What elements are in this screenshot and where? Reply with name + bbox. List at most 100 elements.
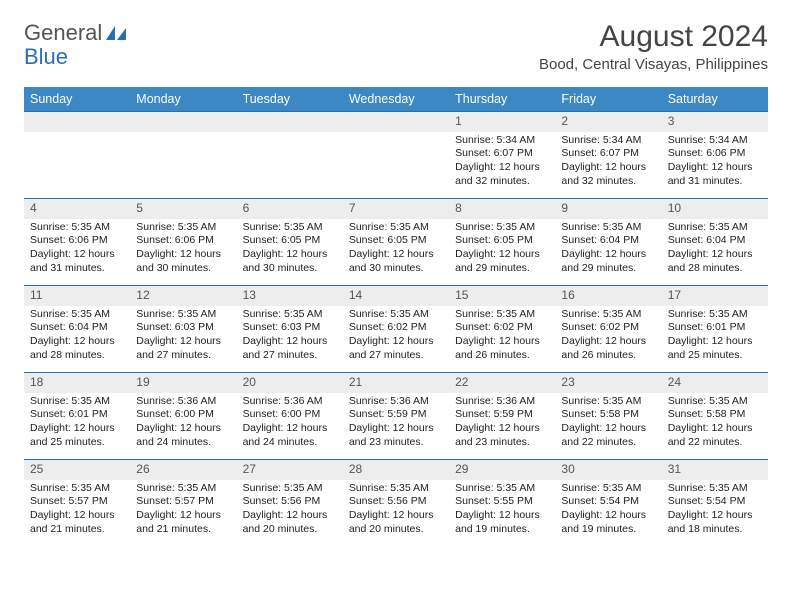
calendar-cell: 13Sunrise: 5:35 AMSunset: 6:03 PMDayligh… — [237, 286, 343, 373]
calendar-cell-empty — [130, 112, 236, 199]
day-details: Sunrise: 5:35 AMSunset: 5:58 PMDaylight:… — [662, 393, 768, 454]
day-details: Sunrise: 5:35 AMSunset: 6:04 PMDaylight:… — [555, 219, 661, 280]
day-details: Sunrise: 5:35 AMSunset: 5:56 PMDaylight:… — [237, 480, 343, 541]
calendar-cell-empty — [237, 112, 343, 199]
day-number-empty — [130, 112, 236, 132]
day-number: 17 — [662, 286, 768, 306]
day-number: 7 — [343, 199, 449, 219]
calendar-cell: 1Sunrise: 5:34 AMSunset: 6:07 PMDaylight… — [449, 112, 555, 199]
calendar-cell: 4Sunrise: 5:35 AMSunset: 6:06 PMDaylight… — [24, 199, 130, 286]
day-details: Sunrise: 5:35 AMSunset: 6:05 PMDaylight:… — [237, 219, 343, 280]
day-details: Sunrise: 5:35 AMSunset: 6:03 PMDaylight:… — [130, 306, 236, 367]
day-number: 15 — [449, 286, 555, 306]
month-title: August 2024 — [539, 20, 768, 54]
day-header: Monday — [130, 87, 236, 112]
logo-text-2: Blue — [24, 44, 68, 70]
calendar-body: 1Sunrise: 5:34 AMSunset: 6:07 PMDaylight… — [24, 112, 768, 547]
day-number: 12 — [130, 286, 236, 306]
calendar-cell: 14Sunrise: 5:35 AMSunset: 6:02 PMDayligh… — [343, 286, 449, 373]
day-details: Sunrise: 5:35 AMSunset: 6:02 PMDaylight:… — [555, 306, 661, 367]
day-details: Sunrise: 5:35 AMSunset: 5:58 PMDaylight:… — [555, 393, 661, 454]
day-details: Sunrise: 5:36 AMSunset: 5:59 PMDaylight:… — [449, 393, 555, 454]
title-block: August 2024 Bood, Central Visayas, Phili… — [539, 20, 768, 73]
day-details: Sunrise: 5:35 AMSunset: 6:06 PMDaylight:… — [24, 219, 130, 280]
day-number: 26 — [130, 460, 236, 480]
day-number: 5 — [130, 199, 236, 219]
day-details: Sunrise: 5:35 AMSunset: 6:01 PMDaylight:… — [662, 306, 768, 367]
day-number: 9 — [555, 199, 661, 219]
day-number: 30 — [555, 460, 661, 480]
calendar-cell: 5Sunrise: 5:35 AMSunset: 6:06 PMDaylight… — [130, 199, 236, 286]
day-number: 20 — [237, 373, 343, 393]
day-details: Sunrise: 5:35 AMSunset: 6:06 PMDaylight:… — [130, 219, 236, 280]
calendar-cell: 29Sunrise: 5:35 AMSunset: 5:55 PMDayligh… — [449, 460, 555, 547]
day-details: Sunrise: 5:35 AMSunset: 5:57 PMDaylight:… — [24, 480, 130, 541]
logo: General — [24, 20, 128, 46]
calendar-cell: 28Sunrise: 5:35 AMSunset: 5:56 PMDayligh… — [343, 460, 449, 547]
day-details: Sunrise: 5:35 AMSunset: 5:57 PMDaylight:… — [130, 480, 236, 541]
calendar-cell: 8Sunrise: 5:35 AMSunset: 6:05 PMDaylight… — [449, 199, 555, 286]
calendar-cell: 18Sunrise: 5:35 AMSunset: 6:01 PMDayligh… — [24, 373, 130, 460]
calendar-cell: 31Sunrise: 5:35 AMSunset: 5:54 PMDayligh… — [662, 460, 768, 547]
calendar-cell: 2Sunrise: 5:34 AMSunset: 6:07 PMDaylight… — [555, 112, 661, 199]
calendar-cell: 16Sunrise: 5:35 AMSunset: 6:02 PMDayligh… — [555, 286, 661, 373]
day-details: Sunrise: 5:35 AMSunset: 6:02 PMDaylight:… — [343, 306, 449, 367]
day-details: Sunrise: 5:34 AMSunset: 6:07 PMDaylight:… — [555, 132, 661, 193]
header: General August 2024 Bood, Central Visaya… — [24, 20, 768, 73]
day-number: 13 — [237, 286, 343, 306]
day-details: Sunrise: 5:35 AMSunset: 6:04 PMDaylight:… — [24, 306, 130, 367]
calendar-cell: 22Sunrise: 5:36 AMSunset: 5:59 PMDayligh… — [449, 373, 555, 460]
calendar-cell: 9Sunrise: 5:35 AMSunset: 6:04 PMDaylight… — [555, 199, 661, 286]
day-details: Sunrise: 5:35 AMSunset: 5:56 PMDaylight:… — [343, 480, 449, 541]
day-header: Sunday — [24, 87, 130, 112]
calendar-table: SundayMondayTuesdayWednesdayThursdayFrid… — [24, 87, 768, 547]
day-number-empty — [24, 112, 130, 132]
day-number: 10 — [662, 199, 768, 219]
day-number-empty — [237, 112, 343, 132]
day-number: 8 — [449, 199, 555, 219]
day-details: Sunrise: 5:35 AMSunset: 5:54 PMDaylight:… — [555, 480, 661, 541]
day-number: 23 — [555, 373, 661, 393]
day-number: 22 — [449, 373, 555, 393]
day-details: Sunrise: 5:36 AMSunset: 5:59 PMDaylight:… — [343, 393, 449, 454]
day-header: Saturday — [662, 87, 768, 112]
calendar-cell: 6Sunrise: 5:35 AMSunset: 6:05 PMDaylight… — [237, 199, 343, 286]
day-details: Sunrise: 5:35 AMSunset: 6:05 PMDaylight:… — [449, 219, 555, 280]
day-details: Sunrise: 5:35 AMSunset: 6:04 PMDaylight:… — [662, 219, 768, 280]
day-details: Sunrise: 5:35 AMSunset: 5:55 PMDaylight:… — [449, 480, 555, 541]
calendar-cell: 3Sunrise: 5:34 AMSunset: 6:06 PMDaylight… — [662, 112, 768, 199]
day-number: 4 — [24, 199, 130, 219]
calendar-cell: 17Sunrise: 5:35 AMSunset: 6:01 PMDayligh… — [662, 286, 768, 373]
day-number: 6 — [237, 199, 343, 219]
calendar-cell: 12Sunrise: 5:35 AMSunset: 6:03 PMDayligh… — [130, 286, 236, 373]
calendar-cell: 7Sunrise: 5:35 AMSunset: 6:05 PMDaylight… — [343, 199, 449, 286]
calendar-cell: 11Sunrise: 5:35 AMSunset: 6:04 PMDayligh… — [24, 286, 130, 373]
day-details: Sunrise: 5:35 AMSunset: 6:05 PMDaylight:… — [343, 219, 449, 280]
day-details: Sunrise: 5:35 AMSunset: 6:03 PMDaylight:… — [237, 306, 343, 367]
calendar-cell: 24Sunrise: 5:35 AMSunset: 5:58 PMDayligh… — [662, 373, 768, 460]
day-header: Friday — [555, 87, 661, 112]
day-number: 28 — [343, 460, 449, 480]
day-details: Sunrise: 5:36 AMSunset: 6:00 PMDaylight:… — [237, 393, 343, 454]
day-number: 24 — [662, 373, 768, 393]
day-number: 25 — [24, 460, 130, 480]
day-number-empty — [343, 112, 449, 132]
calendar-cell: 10Sunrise: 5:35 AMSunset: 6:04 PMDayligh… — [662, 199, 768, 286]
day-number: 16 — [555, 286, 661, 306]
day-number: 2 — [555, 112, 661, 132]
logo-text-1: General — [24, 20, 102, 46]
day-number: 1 — [449, 112, 555, 132]
logo-sail-icon — [106, 20, 128, 46]
day-details: Sunrise: 5:35 AMSunset: 6:01 PMDaylight:… — [24, 393, 130, 454]
location: Bood, Central Visayas, Philippines — [539, 56, 768, 73]
day-number: 11 — [24, 286, 130, 306]
day-number: 27 — [237, 460, 343, 480]
day-details: Sunrise: 5:36 AMSunset: 6:00 PMDaylight:… — [130, 393, 236, 454]
day-details: Sunrise: 5:35 AMSunset: 6:02 PMDaylight:… — [449, 306, 555, 367]
day-number: 21 — [343, 373, 449, 393]
calendar-cell: 19Sunrise: 5:36 AMSunset: 6:00 PMDayligh… — [130, 373, 236, 460]
day-number: 29 — [449, 460, 555, 480]
day-number: 31 — [662, 460, 768, 480]
day-number: 18 — [24, 373, 130, 393]
calendar-cell: 23Sunrise: 5:35 AMSunset: 5:58 PMDayligh… — [555, 373, 661, 460]
